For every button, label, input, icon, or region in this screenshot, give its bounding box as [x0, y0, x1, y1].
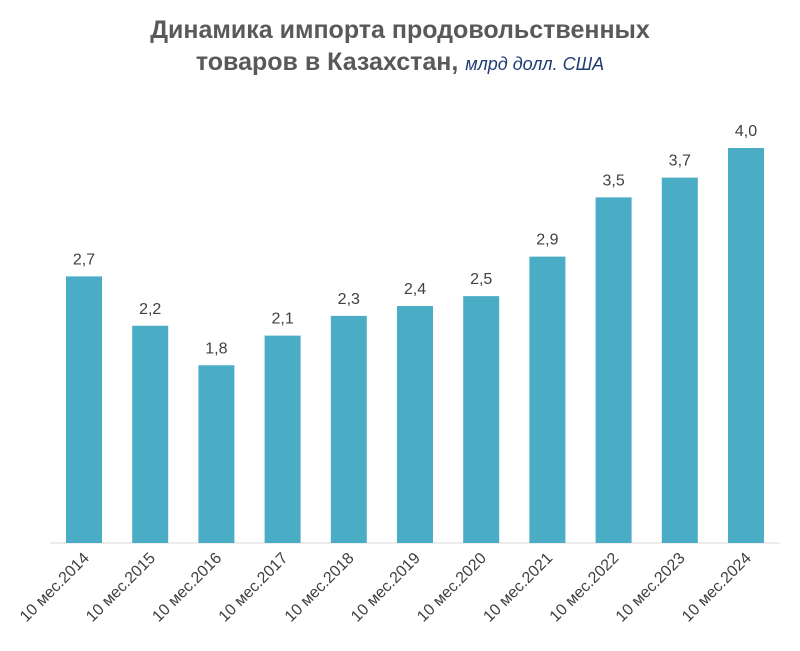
data-label: 2,1 — [271, 311, 293, 328]
bar — [728, 148, 764, 543]
bar — [264, 335, 301, 543]
bar — [132, 325, 169, 543]
bar — [529, 256, 566, 543]
data-label: 2,9 — [536, 232, 558, 249]
x-tick-label: 10 мес.2022 — [547, 550, 623, 626]
x-tick-label: 10 мес.2019 — [348, 550, 424, 626]
bar — [397, 306, 433, 543]
x-tick-label: 10 мес.2017 — [216, 550, 292, 626]
x-tick-label: 10 мес.2020 — [414, 550, 490, 626]
x-tick-label: 10 мес.2024 — [679, 550, 755, 626]
x-tick-label: 10 мес.2016 — [149, 550, 225, 626]
title-block: Динамика импорта продовольственных товар… — [110, 14, 690, 80]
bar — [661, 177, 698, 543]
bar — [198, 365, 235, 543]
chart-title: Динамика импорта продовольственных товар… — [150, 16, 650, 76]
x-tick-label: 10 мес.2014 — [17, 550, 93, 626]
bar — [66, 276, 102, 543]
data-label: 3,5 — [602, 172, 624, 189]
data-label: 2,2 — [139, 301, 161, 318]
bar — [330, 315, 367, 543]
data-label: 2,5 — [470, 271, 492, 288]
x-tick-label: 10 мес.2018 — [282, 550, 358, 626]
x-tick-label: 10 мес.2021 — [480, 550, 556, 626]
bar — [463, 296, 500, 543]
data-label: 4,0 — [735, 123, 757, 140]
data-label: 1,8 — [205, 340, 227, 357]
bar — [595, 197, 632, 543]
chart-subtitle: млрд долл. США — [465, 54, 605, 74]
data-label: 2,4 — [404, 281, 426, 298]
data-label: 3,7 — [669, 153, 691, 170]
x-tick-label: 10 мес.2015 — [83, 550, 159, 626]
x-tick-label: 10 мес.2023 — [613, 550, 689, 626]
data-label: 2,7 — [73, 251, 95, 268]
data-label: 2,3 — [338, 291, 360, 308]
